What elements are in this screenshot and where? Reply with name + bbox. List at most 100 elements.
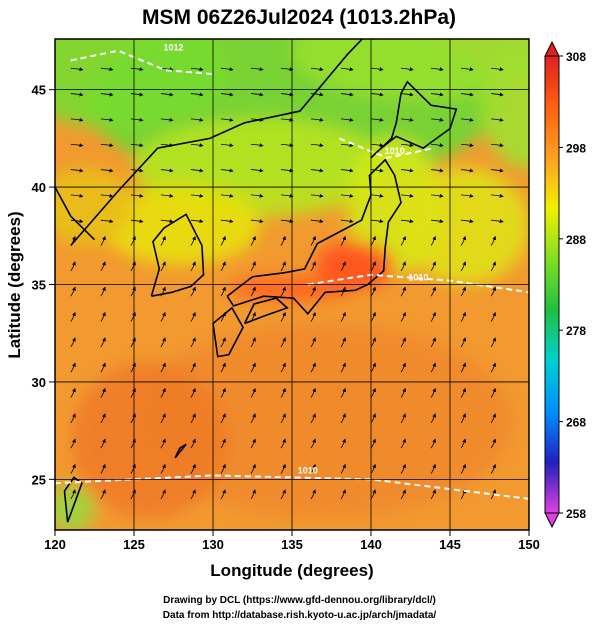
wind-streamline [100,362,106,373]
wind-streamline [310,117,324,122]
wind-streamline [460,261,467,272]
wind-streamline [130,117,144,122]
wind-streamline [280,489,286,500]
wind-streamline [190,463,196,474]
wind-streamline [370,92,384,97]
wind-streamline [160,438,166,449]
wind-streamline [490,261,497,272]
wind-streamline [400,219,414,224]
wind-streamline [160,261,166,272]
wind-streamline [430,463,437,474]
wind-streamline [130,387,136,398]
wind-streamline [310,219,324,224]
wind-streamline [160,463,166,474]
contour-label: 1010 [408,273,428,283]
wind-streamline [490,235,497,246]
wind-streamline [431,92,444,97]
colorbar-extend-max [544,40,560,57]
wind-streamline [340,117,354,122]
wind-streamline [250,67,264,72]
wind-streamline [280,337,286,348]
wind-streamline [190,337,196,348]
grid-lines [55,39,529,530]
wind-streamline [220,92,234,97]
wind-streamline [461,193,474,198]
wind-streamline [460,413,467,424]
wind-streamline [340,337,347,348]
wind-streamline [160,362,166,373]
wind-streamline [160,235,166,246]
x-tick-label: 130 [202,537,224,552]
temperature-patch [402,167,529,285]
wind-streamline [430,489,437,500]
wind-streamline [431,117,444,122]
wind-streamline [220,413,226,424]
colorbar-tick-label: 278 [566,324,586,338]
wind-streamline [430,286,437,297]
wind-streamline [250,463,256,474]
wind-streamline [490,362,497,373]
wind-streamline [160,413,166,424]
wind-streamline [190,67,204,72]
wind-streamline [250,489,256,500]
wind-streamline [220,193,234,198]
wind-streamline [220,168,234,173]
wind-streamline [190,193,204,198]
wind-streamline [310,92,324,97]
wind-streamline [400,362,407,373]
wind-streamline [280,438,286,449]
coastline [63,476,83,523]
wind-streamline [100,311,106,322]
x-tick-label: 120 [44,537,66,552]
wind-streamline [490,311,497,322]
wind-streamline [100,117,114,122]
wind-streamline [280,311,286,322]
wind-streamline [340,168,354,173]
wind-streamline [400,463,407,474]
wind-streamline [280,463,286,474]
x-tick-label: 150 [518,537,540,552]
wind-streamlines [70,67,504,500]
wind-streamline [220,143,234,148]
wind-streamline [370,143,384,148]
wind-streamline [460,235,467,246]
wind-streamline [400,67,414,72]
wind-streamline [160,168,174,173]
wind-streamline [190,311,196,322]
wind-streamline [250,413,256,424]
wind-streamline [280,387,286,398]
wind-streamline [430,438,437,449]
wind-streamline [250,438,256,449]
wind-streamline [70,387,76,398]
temperature-patch [55,167,134,246]
wind-streamline [190,219,204,224]
wind-streamline [400,489,407,500]
wind-streamline [130,67,144,72]
wind-streamline [400,261,407,272]
wind-streamline [190,489,196,500]
wind-streamline [130,413,136,424]
wind-streamline [340,362,347,373]
wind-streamline [340,311,347,322]
wind-streamline [130,143,144,148]
wind-streamline [370,117,384,122]
wind-streamline [400,438,407,449]
wind-streamline [70,117,84,122]
wind-streamline [280,362,286,373]
wind-streamline [310,387,317,398]
wind-streamline [220,235,226,246]
wind-streamline [70,337,76,348]
pressure-contour [307,273,529,294]
wind-streamline [340,463,347,474]
wind-streamline [340,286,347,297]
wind-streamline [400,235,407,246]
wind-streamline [310,463,317,474]
wind-streamline [100,286,106,297]
pressure-contour [70,49,214,76]
pressure-contour [339,137,435,159]
wind-streamline [190,413,196,424]
coastline [226,158,402,315]
wind-streamline [130,92,144,97]
wind-streamline [250,168,264,173]
wind-streamline [490,286,497,297]
